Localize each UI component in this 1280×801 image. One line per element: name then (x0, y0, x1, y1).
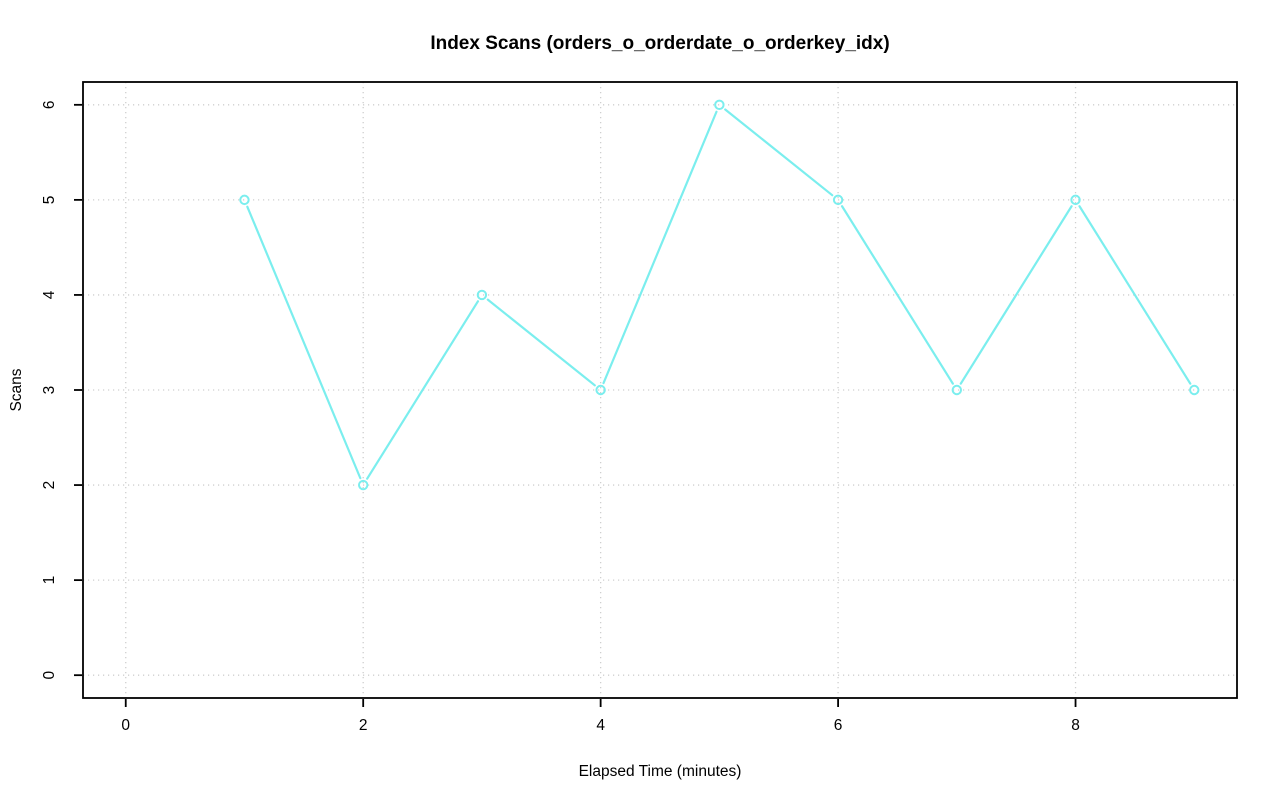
data-point-marker (595, 384, 606, 396)
axes: 0 2 4 6 8 0 1 2 3 4 5 6 (41, 101, 1080, 734)
plot-border (82, 81, 1238, 699)
data-point-marker (476, 289, 488, 301)
data-point-marker (714, 99, 725, 111)
series-segment (366, 300, 480, 480)
y-tick-label: 1 (41, 576, 58, 585)
y-axis-label: Scans (8, 368, 25, 411)
x-tick-label: 6 (834, 717, 843, 734)
series-segment (724, 108, 834, 197)
series-segment (602, 110, 718, 385)
series-segment (246, 205, 362, 480)
x-axis-label: Elapsed Time (minutes) (579, 763, 742, 780)
y-tick-label: 4 (41, 290, 58, 299)
chart-title: Index Scans (orders_o_orderdate_o_orderk… (430, 33, 889, 54)
x-tick-label: 8 (1071, 717, 1080, 734)
data-point-marker (239, 194, 250, 206)
y-tick-label: 3 (41, 386, 58, 395)
data-point-marker (1189, 384, 1200, 396)
gridlines (83, 82, 1237, 698)
x-tick-label: 2 (359, 717, 368, 734)
data-series (239, 99, 1200, 491)
y-tick-label: 0 (41, 670, 58, 679)
data-point-marker (951, 384, 963, 396)
y-tick-label: 6 (41, 101, 58, 110)
series-segment (840, 205, 954, 385)
series-segment (959, 205, 1073, 385)
y-tick-label: 2 (41, 481, 58, 490)
x-tick-label: 0 (121, 717, 130, 734)
y-tick-label: 5 (41, 196, 58, 205)
series-segment (1078, 205, 1192, 385)
data-point-marker (357, 479, 369, 491)
data-point-marker (832, 194, 844, 206)
data-point-marker (1070, 194, 1081, 206)
x-tick-label: 4 (596, 717, 605, 734)
series-segment (486, 298, 596, 387)
